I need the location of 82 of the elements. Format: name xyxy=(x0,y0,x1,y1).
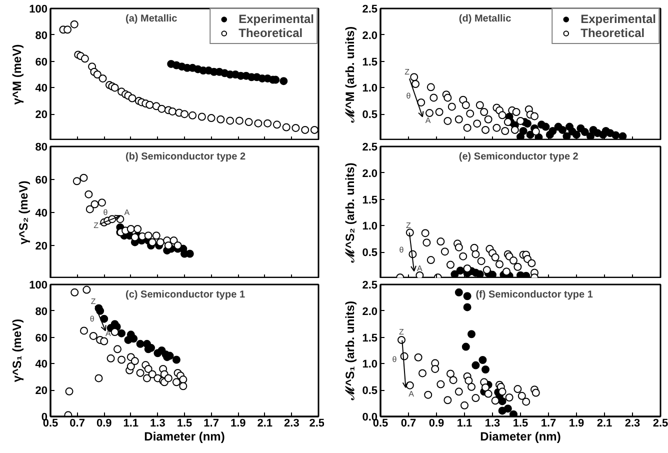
x-tick-label: 2.3 xyxy=(284,418,300,430)
y-tick-label: 40 xyxy=(35,208,48,220)
text: (d) Metallic xyxy=(458,14,512,24)
y-tick-label: 60 xyxy=(35,332,48,344)
text: (f) Semiconductor type 1 xyxy=(476,290,594,300)
y-tick-label: 2.0 xyxy=(362,168,378,180)
x-axis-title: Diameter (nm) xyxy=(144,430,225,444)
x-tick-label: 1.3 xyxy=(484,418,500,430)
y-tick-label: 1.0 xyxy=(362,358,378,371)
y-axis-title: γ^S₁ (meV) xyxy=(10,318,24,382)
text: (e) Semiconductor type 2 xyxy=(458,152,579,162)
x-tick-label: 1.5 xyxy=(176,418,192,430)
x-tick-label: 1.3 xyxy=(150,418,166,430)
x-tick-label: 1.1 xyxy=(456,418,472,430)
annotation: A xyxy=(425,116,432,125)
x-tick-label: 1.9 xyxy=(568,418,584,430)
x-tick-label: 2.1 xyxy=(596,418,612,430)
annotation: Z xyxy=(94,221,99,230)
text: (a) Metallic xyxy=(126,14,178,24)
y-tick-label: 40 xyxy=(35,358,48,371)
y-tick-label: 100 xyxy=(29,280,48,292)
x-tick-label: 1.9 xyxy=(230,418,246,430)
y-tick-label: 1.0 xyxy=(362,82,378,95)
annotation: A xyxy=(417,264,424,273)
text: (b) Semiconductor type 2 xyxy=(126,152,246,162)
y-tick-label: 20 xyxy=(35,385,48,398)
y-tick-label: 2.5 xyxy=(362,280,378,292)
x-axis-title: Diameter (nm) xyxy=(480,430,561,444)
x-tick-label: 0.7 xyxy=(70,418,85,430)
y-axis-title: ℳ^M (arb. units) xyxy=(343,26,358,124)
y-tick-label: 2.0 xyxy=(362,306,378,318)
y-tick-label: 0.5 xyxy=(362,109,378,122)
annotation: A xyxy=(408,390,415,399)
annotation: Z xyxy=(399,328,404,337)
y-tick-label: 80 xyxy=(35,306,48,318)
y-tick-label: 1.0 xyxy=(362,220,378,233)
y-tick-label: 100 xyxy=(29,4,48,16)
annotation: Z xyxy=(90,297,96,306)
legend-label: Experimental xyxy=(238,12,314,26)
y-tick-label: 2.0 xyxy=(362,30,378,42)
y-tick-label: 40 xyxy=(35,82,48,95)
x-tick-label: 2.5 xyxy=(309,418,325,430)
y-axis-title: γ^S₂ (meV) xyxy=(16,180,30,244)
text: (c) Semiconductor type 1 xyxy=(126,290,246,300)
y-tick-label: 0.5 xyxy=(362,247,378,260)
legend-label: Theoretical xyxy=(238,26,303,40)
x-tick-label: 0.9 xyxy=(96,418,112,430)
y-tick-label: 20 xyxy=(35,109,48,122)
y-tick-label: 60 xyxy=(35,56,48,68)
annotation: A xyxy=(105,328,112,338)
y-tick-label: 80 xyxy=(35,30,48,42)
y-axis-title: γ^M (meV) xyxy=(10,44,24,105)
y-tick-label: 2.5 xyxy=(362,142,378,154)
x-tick-label: 2.1 xyxy=(257,418,273,430)
y-axis-title: ℳ^S₁ (arb. units) xyxy=(343,300,358,402)
y-tick-label: 20 xyxy=(35,240,48,252)
x-tick-label: 2.3 xyxy=(624,418,640,430)
annotation: θ xyxy=(90,314,95,324)
annotation: Z xyxy=(406,221,412,230)
y-tick-label: 0.5 xyxy=(362,385,378,398)
x-tick-label: 1.7 xyxy=(204,418,219,430)
x-tick-label: 0.7 xyxy=(400,418,416,430)
x-tick-label: 0.9 xyxy=(428,418,444,430)
annotation: A xyxy=(124,208,130,217)
x-tick-label: 1.5 xyxy=(512,418,528,430)
annotation: Z xyxy=(404,67,410,76)
annotation: θ xyxy=(392,355,398,364)
x-tick-label: 2.5 xyxy=(652,418,668,430)
y-tick-label: 1.5 xyxy=(362,56,378,68)
y-tick-label: 1.5 xyxy=(362,194,378,206)
legend-label: Theoretical xyxy=(580,26,645,40)
x-tick-label: 1.7 xyxy=(540,418,556,430)
y-tick-label: 1.5 xyxy=(362,332,378,344)
x-tick-label: 1.1 xyxy=(123,418,139,430)
y-tick-label: 2.5 xyxy=(362,4,378,16)
y-tick-label: 60 xyxy=(35,174,48,186)
y-axis-title: ℳ^S₂ (arb. units) xyxy=(343,162,358,264)
annotation: θ xyxy=(399,245,404,254)
legend-label: Experimental xyxy=(580,12,656,26)
y-tick-label: 80 xyxy=(35,142,48,154)
annotation: θ xyxy=(103,208,108,217)
annotation: θ xyxy=(406,92,412,101)
